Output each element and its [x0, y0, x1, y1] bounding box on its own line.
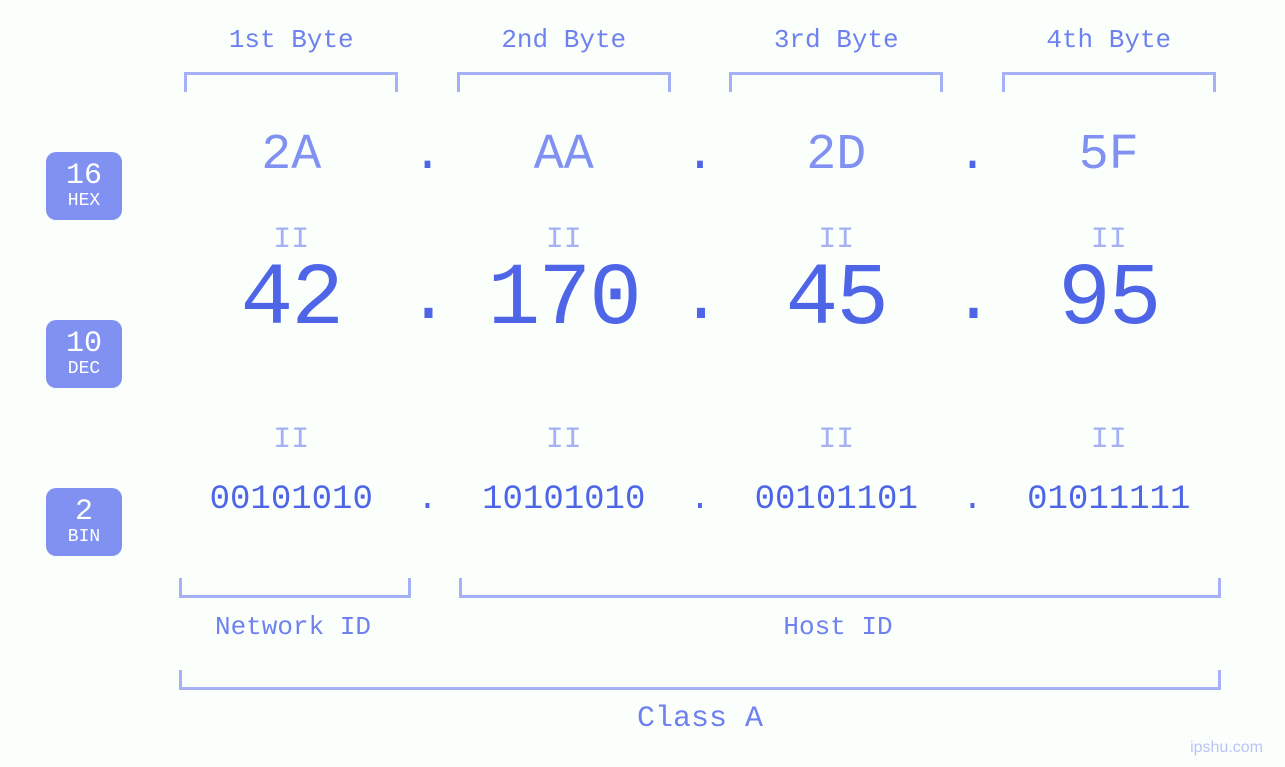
bracket-byte-1 [184, 72, 398, 92]
dec-2: 170 [488, 251, 640, 350]
header-byte-3: 3rd Byte [774, 25, 899, 55]
badge-bin-num: 2 [75, 497, 93, 529]
badge-dec: 10 DEC [46, 320, 122, 388]
eq-2-2: II [546, 423, 582, 457]
eq-2-1: II [273, 423, 309, 457]
eq-2-3: II [818, 423, 854, 457]
dot-bin-2: . [690, 481, 710, 519]
dot-hex-3: . [957, 127, 987, 184]
bracket-byte-2 [457, 72, 671, 92]
class-label: Class A [637, 702, 763, 736]
bin-4: 01011111 [1027, 481, 1190, 519]
dec-1: 42 [240, 251, 342, 350]
dot-dec-3: . [953, 261, 995, 340]
dot-hex-2: . [685, 127, 715, 184]
hex-2: AA [534, 127, 594, 184]
bracket-byte-4 [1002, 72, 1216, 92]
eq-2-4: II [1091, 423, 1127, 457]
id-brackets-row [175, 578, 1225, 598]
header-byte-1: 1st Byte [229, 25, 354, 55]
header-byte-2: 2nd Byte [501, 25, 626, 55]
badge-hex-lbl: HEX [68, 192, 100, 211]
badge-dec-lbl: DEC [68, 360, 100, 379]
bracket-byte-3 [729, 72, 943, 92]
id-labels-row: Network ID Host ID [175, 612, 1225, 642]
badge-bin: 2 BIN [46, 488, 122, 556]
hex-4: 5F [1079, 127, 1139, 184]
class-bracket [179, 670, 1221, 690]
network-bracket [179, 578, 411, 598]
badge-dec-num: 10 [66, 329, 102, 361]
class-label-row: Class A [175, 702, 1225, 736]
dec-3: 45 [785, 251, 887, 350]
bin-3: 00101101 [755, 481, 918, 519]
badge-bin-lbl: BIN [68, 528, 100, 547]
header-byte-4: 4th Byte [1046, 25, 1171, 55]
dot-dec-1: . [408, 261, 450, 340]
hex-1: 2A [261, 127, 321, 184]
class-bracket-row [179, 670, 1221, 690]
dot-dec-2: . [680, 261, 722, 340]
host-id-label: Host ID [783, 612, 892, 642]
badge-hex-num: 16 [66, 161, 102, 193]
network-id-label: Network ID [215, 612, 371, 642]
bin-2: 10101010 [482, 481, 645, 519]
dot-hex-1: . [412, 127, 442, 184]
badge-hex: 16 HEX [46, 152, 122, 220]
dec-4: 95 [1058, 251, 1160, 350]
host-bracket [459, 578, 1221, 598]
dot-bin-3: . [962, 481, 982, 519]
dot-bin-1: . [417, 481, 437, 519]
hex-3: 2D [806, 127, 866, 184]
footer-watermark: ipshu.com [1190, 739, 1263, 757]
bin-1: 00101010 [210, 481, 373, 519]
